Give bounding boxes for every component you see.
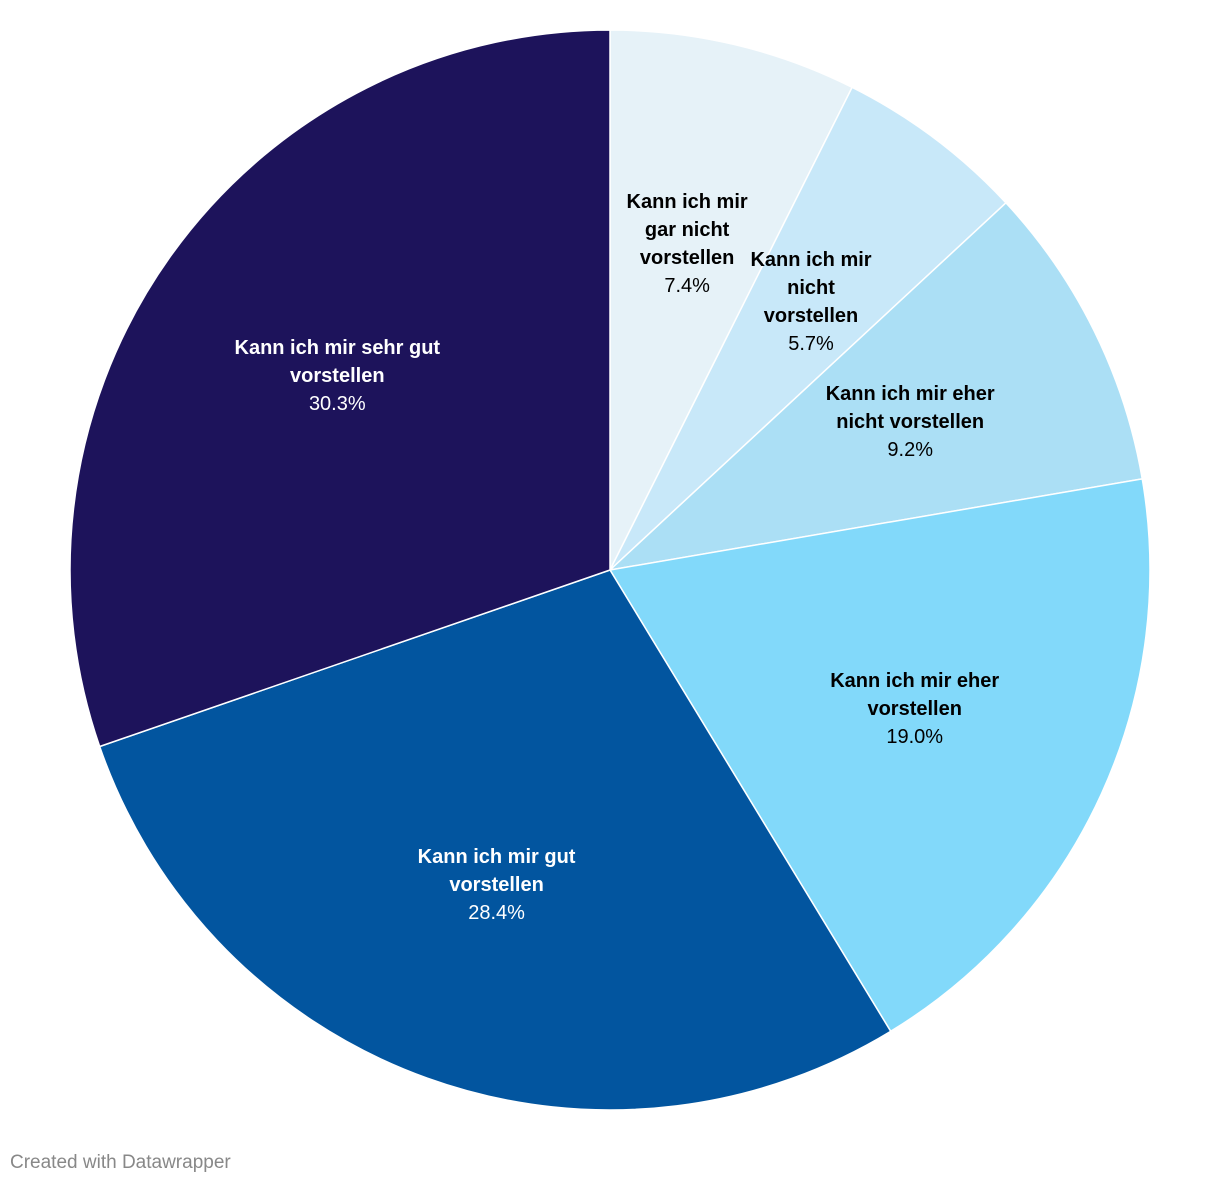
label-box: Kann ich mir eher vorstellen 19.0% [815, 634, 1015, 784]
slice-category: Kann ich mir gut vorstellen [417, 846, 576, 896]
slice-category: Kann ich mir sehr gut vorstellen [234, 336, 441, 387]
pie-slice [609, 29, 854, 571]
pie-slice [607, 201, 1144, 572]
slice-category: Kann ich mir eher vorstellen [830, 669, 1000, 720]
slice-label: Kann ich mir nicht vorstellen 5.7% [739, 227, 884, 377]
pie-slice [608, 477, 1151, 1033]
slice-value: 19.0% [886, 725, 944, 748]
slice-value: 30.3% [308, 392, 366, 415]
slice-value: 9.2% [887, 438, 933, 461]
label-box: Kann ich mir sehr gut vorstellen 30.3% [217, 301, 457, 451]
label-box: Kann ich mir gut vorstellen 28.4% [377, 810, 617, 960]
credit: Created with Datawrapper [10, 1152, 231, 1173]
slice-value: 7.4% [664, 275, 710, 298]
label-box: Kann ich mir eher nicht vorstellen 9.2% [810, 347, 1010, 497]
slice-category: Kann ich mir eher nicht vorstellen [825, 382, 995, 433]
slice-category: Kann ich mir nicht vorstellen [750, 249, 872, 328]
label-box: Kann ich mir nicht vorstellen 5.7% [739, 227, 884, 377]
slice-label: Kann ich mir sehr gut vorstellen 30.3% [217, 301, 457, 451]
label-box: Kann ich mir gar nicht vorstellen 7.4% [615, 169, 760, 319]
slice-label: Kann ich mir eher vorstellen 19.0% [815, 634, 1015, 784]
pie-slice [69, 29, 611, 748]
slice-value: 28.4% [468, 902, 525, 924]
slice-label: Kann ich mir gar nicht vorstellen 7.4% [615, 169, 760, 319]
slice-label: Kann ich mir eher nicht vorstellen 9.2% [810, 347, 1010, 497]
slice-label: Kann ich mir gut vorstellen 28.4% [377, 810, 617, 960]
pie-slice [98, 569, 892, 1111]
slice-value: 5.7% [788, 333, 834, 356]
pie-slice [609, 86, 1008, 571]
slice-category: Kann ich mir gar nicht vorstellen [626, 191, 748, 270]
